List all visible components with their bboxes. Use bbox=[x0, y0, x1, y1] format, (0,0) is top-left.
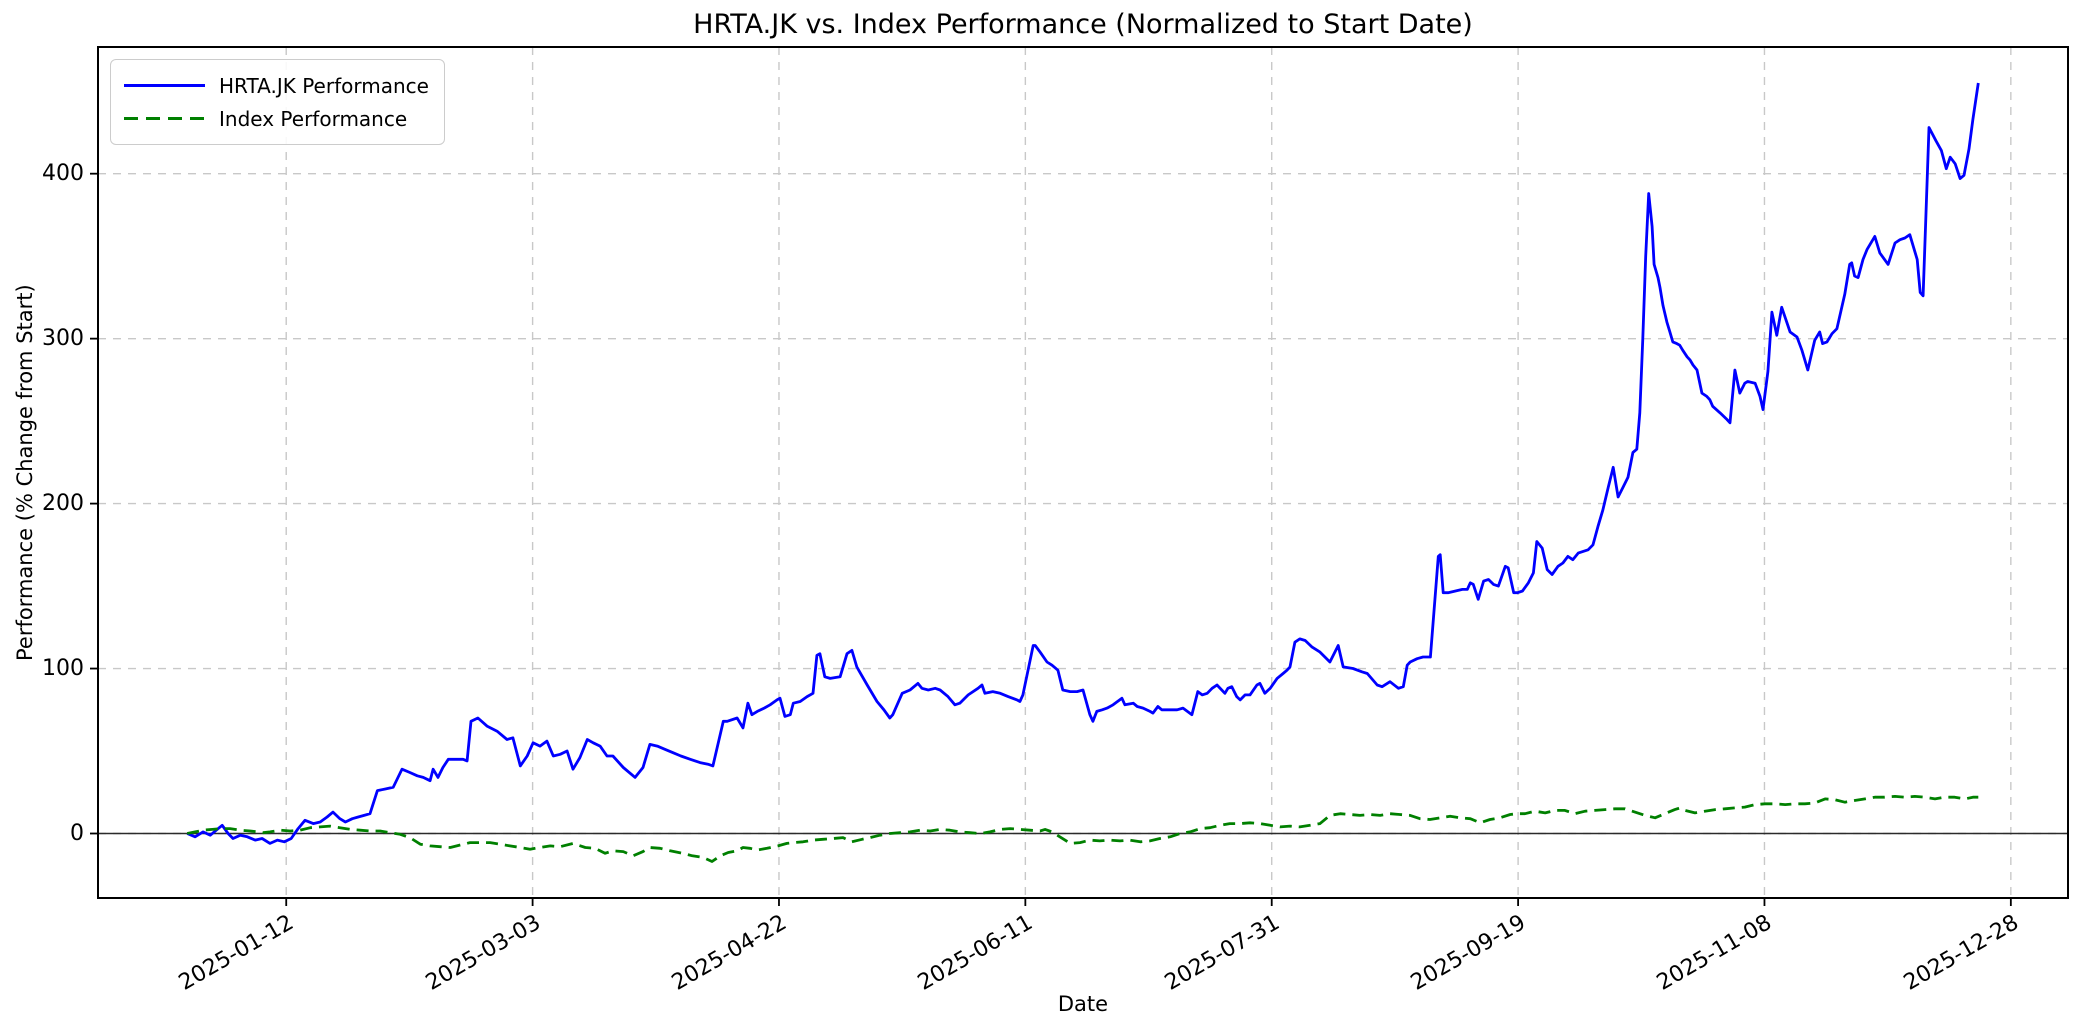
series-line-1 bbox=[186, 795, 1979, 863]
legend-item-index: Index Performance bbox=[124, 102, 429, 135]
gridlines bbox=[98, 47, 2068, 898]
legend-item-hrta: HRTA.JK Performance bbox=[124, 69, 429, 102]
y-tick-label: 300 bbox=[42, 325, 84, 351]
y-tick-label: 200 bbox=[42, 490, 84, 516]
x-axis-label: Date bbox=[1057, 992, 1109, 1016]
solid-line-icon bbox=[124, 84, 205, 87]
legend-label-index: Index Performance bbox=[219, 106, 408, 131]
y-tick-label: 100 bbox=[42, 655, 84, 681]
y-tick-label: 0 bbox=[70, 820, 84, 846]
axis-tick-marks bbox=[90, 172, 2012, 906]
axes-spines bbox=[97, 46, 2069, 899]
dashed-line-icon bbox=[124, 117, 205, 120]
series-line-0 bbox=[186, 82, 1980, 845]
legend: HRTA.JK Performance Index Performance bbox=[110, 59, 445, 145]
data-series-lines bbox=[186, 82, 1980, 863]
y-tick-label: 400 bbox=[42, 160, 84, 186]
chart-title: HRTA.JK vs. Index Performance (Normalize… bbox=[693, 9, 1473, 40]
legend-label-hrta: HRTA.JK Performance bbox=[219, 73, 429, 98]
